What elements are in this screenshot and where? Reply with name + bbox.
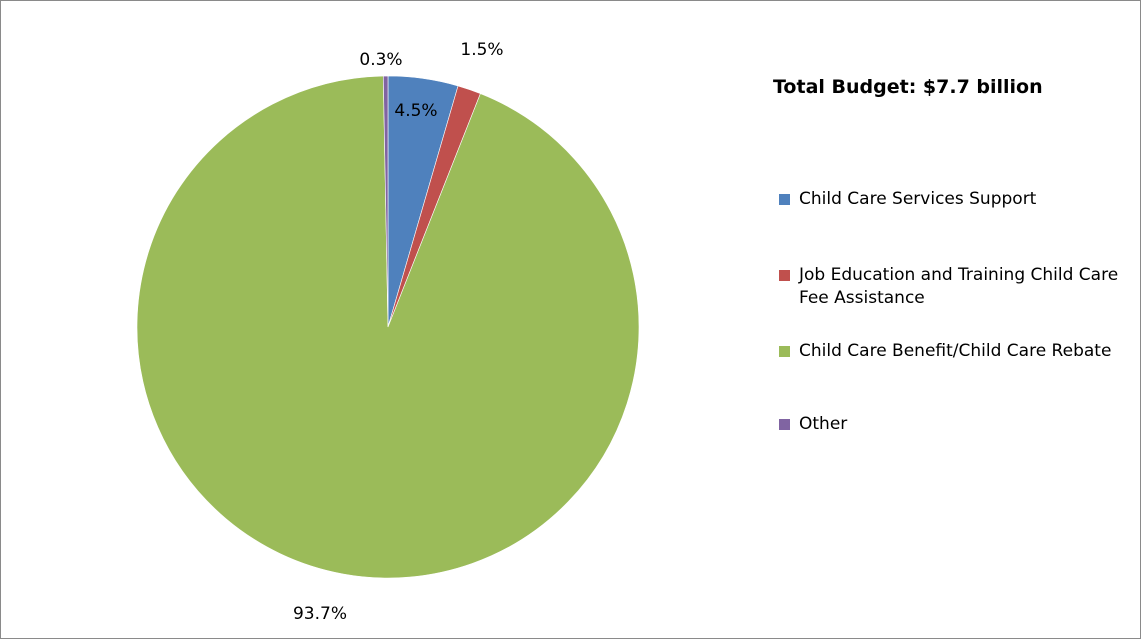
data-label-0: 4.5%	[394, 101, 437, 121]
legend-swatch	[779, 270, 790, 281]
legend-label: Child Care Services Support	[799, 189, 1037, 209]
legend-label: Other	[799, 414, 848, 434]
pie-slice-3	[382, 75, 389, 328]
data-label-2: 93.7%	[293, 604, 347, 624]
legend-label: Job Education and Training Child Care Fe…	[799, 265, 1119, 308]
data-label-3: 0.3%	[359, 50, 402, 70]
legend-item-child-care-services-support: Child Care Services Support	[779, 188, 1129, 211]
legend-item-other: Other	[779, 413, 1129, 436]
chart-title: Total Budget: $7.7 billion	[773, 76, 1043, 98]
legend-item-job-education-and-training: Job Education and Training Child Care Fe…	[779, 264, 1129, 310]
legend-swatch	[779, 194, 790, 205]
legend-label: Child Care Benefit/Child Care Rebate	[799, 341, 1112, 361]
legend-swatch	[779, 419, 790, 430]
legend-swatch	[779, 346, 790, 357]
data-label-1: 1.5%	[460, 40, 503, 60]
legend-item-child-care-benefit-rebate: Child Care Benefit/Child Care Rebate	[779, 340, 1129, 363]
